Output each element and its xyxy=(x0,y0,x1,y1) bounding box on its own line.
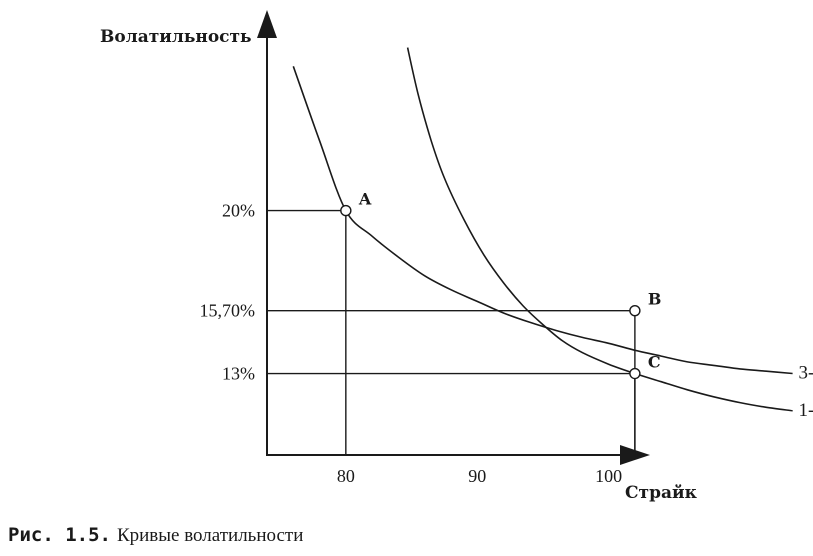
series-label-2: 1-дневная кривая xyxy=(799,400,813,421)
curves xyxy=(292,47,793,412)
y-tick-labels: 20% 15,70% 13% xyxy=(200,201,256,384)
y-axis-arrow xyxy=(257,10,277,38)
guide-lines xyxy=(267,209,636,455)
point-marker-c xyxy=(629,367,641,380)
series-labels: 3-месячная кривая 1-дневная кривая xyxy=(799,363,813,421)
volatility-chart: Волатильность Страйк 80 90 100 20% 15,70% 13… xyxy=(100,10,813,503)
series-line-2 xyxy=(406,47,793,412)
y-tick-3: 13% xyxy=(222,364,255,384)
x-tick-80: 80 xyxy=(337,466,355,486)
x-tick-100: 100 xyxy=(595,466,622,486)
x-axis-title: Страйк xyxy=(625,483,698,503)
y-axis-title: Волатильность xyxy=(100,27,252,47)
point-label-a: A xyxy=(358,190,372,209)
point-label-b: B xyxy=(648,290,662,309)
marked-points: A B C xyxy=(340,190,662,380)
axes: Волатильность Страйк xyxy=(100,10,698,503)
point-label-c: C xyxy=(648,353,661,372)
point-marker-a xyxy=(340,204,352,217)
x-tick-90: 90 xyxy=(468,466,486,486)
figure-caption: Рис. 1.5. Кривые волатильности xyxy=(8,524,303,547)
y-tick-1: 20% xyxy=(222,201,255,221)
series-line-1 xyxy=(292,66,793,375)
series-label-1: 3-месячная кривая xyxy=(799,363,813,384)
point-marker-b xyxy=(629,304,641,317)
y-tick-2: 15,70% xyxy=(200,301,256,321)
figure-number: Рис. 1.5. xyxy=(8,524,111,546)
figure-caption-text: Кривые волатильности xyxy=(116,525,304,546)
x-tick-labels: 80 90 100 xyxy=(337,466,622,486)
